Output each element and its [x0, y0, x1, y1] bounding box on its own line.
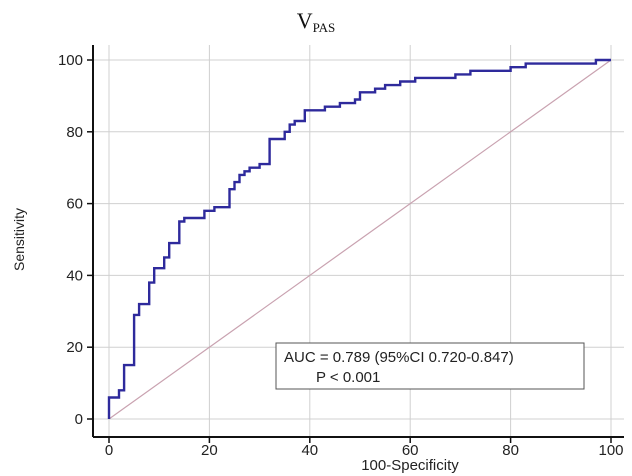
axes [87, 45, 624, 443]
p-value-text: P < 0.001 [316, 369, 380, 386]
roc-curve-line [107, 58, 611, 419]
y-tick-label: 100 [58, 52, 83, 69]
y-tick-label: 20 [66, 339, 83, 356]
x-axis-label: 100-Specificity [361, 457, 459, 474]
x-tick-label: 100 [598, 442, 623, 459]
x-tick-label: 40 [301, 442, 318, 459]
y-tick-label: 60 [66, 196, 83, 213]
chart-title-subscript: PAS [312, 20, 336, 35]
x-tick-labels: 0 20 40 60 80 100 [105, 442, 624, 459]
x-tick-label: 80 [502, 442, 519, 459]
y-tick-label: 80 [66, 124, 83, 141]
y-axis-label: Sensitivity [11, 208, 27, 271]
chart-title: VPAS [0, 8, 632, 36]
x-tick-label: 20 [201, 442, 218, 459]
y-tick-label: 0 [75, 411, 83, 428]
x-tick-label: 0 [105, 442, 113, 459]
auc-text: AUC = 0.789 (95%CI 0.720-0.847) [284, 349, 514, 366]
y-tick-label: 40 [66, 267, 83, 284]
auc-annotation-box: AUC = 0.789 (95%CI 0.720-0.847) P < 0.00… [275, 342, 585, 390]
y-tick-labels: 0 20 40 60 80 100 [58, 52, 83, 428]
x-tick-label: 60 [402, 442, 419, 459]
reference-diagonal-line [108, 59, 612, 420]
chart-title-main: V [296, 8, 313, 33]
annotation-frame [275, 342, 585, 390]
